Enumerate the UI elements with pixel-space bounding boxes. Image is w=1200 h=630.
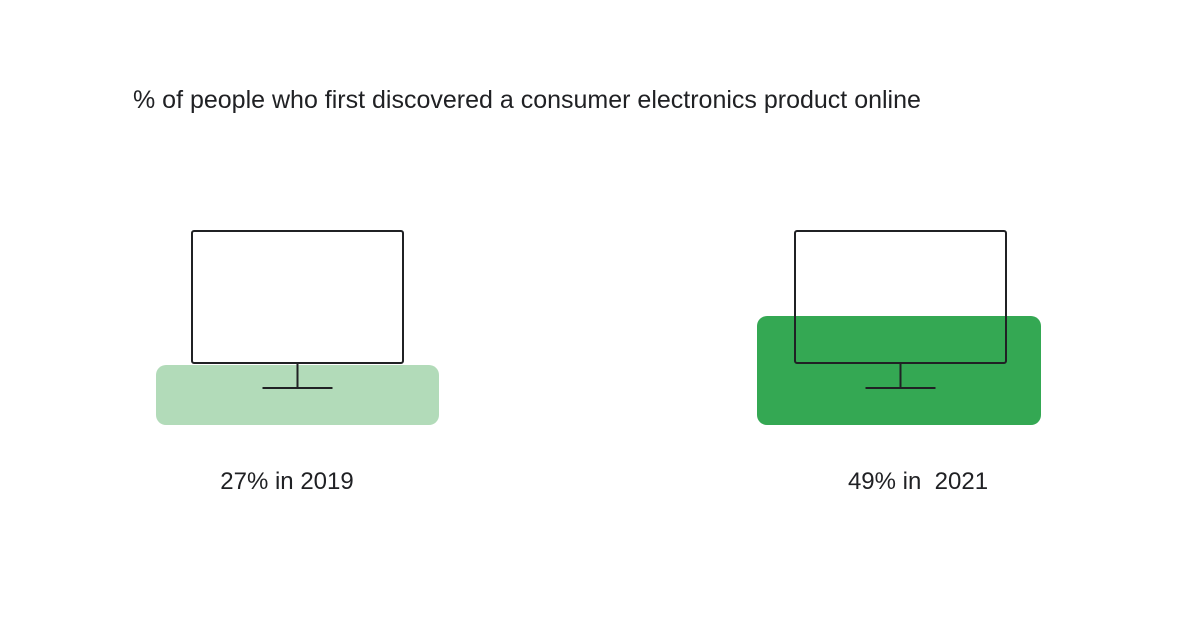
- data-label-2021: 49% in 2021: [847, 468, 989, 495]
- monitor-icon: [191, 230, 404, 389]
- data-label-2019: 27% in 2019: [220, 468, 354, 495]
- bar-2019: [156, 365, 439, 425]
- monitor-icon: [794, 230, 1007, 389]
- bar-2021: [757, 316, 1041, 425]
- chart-title: % of people who first discovered a consu…: [133, 86, 921, 114]
